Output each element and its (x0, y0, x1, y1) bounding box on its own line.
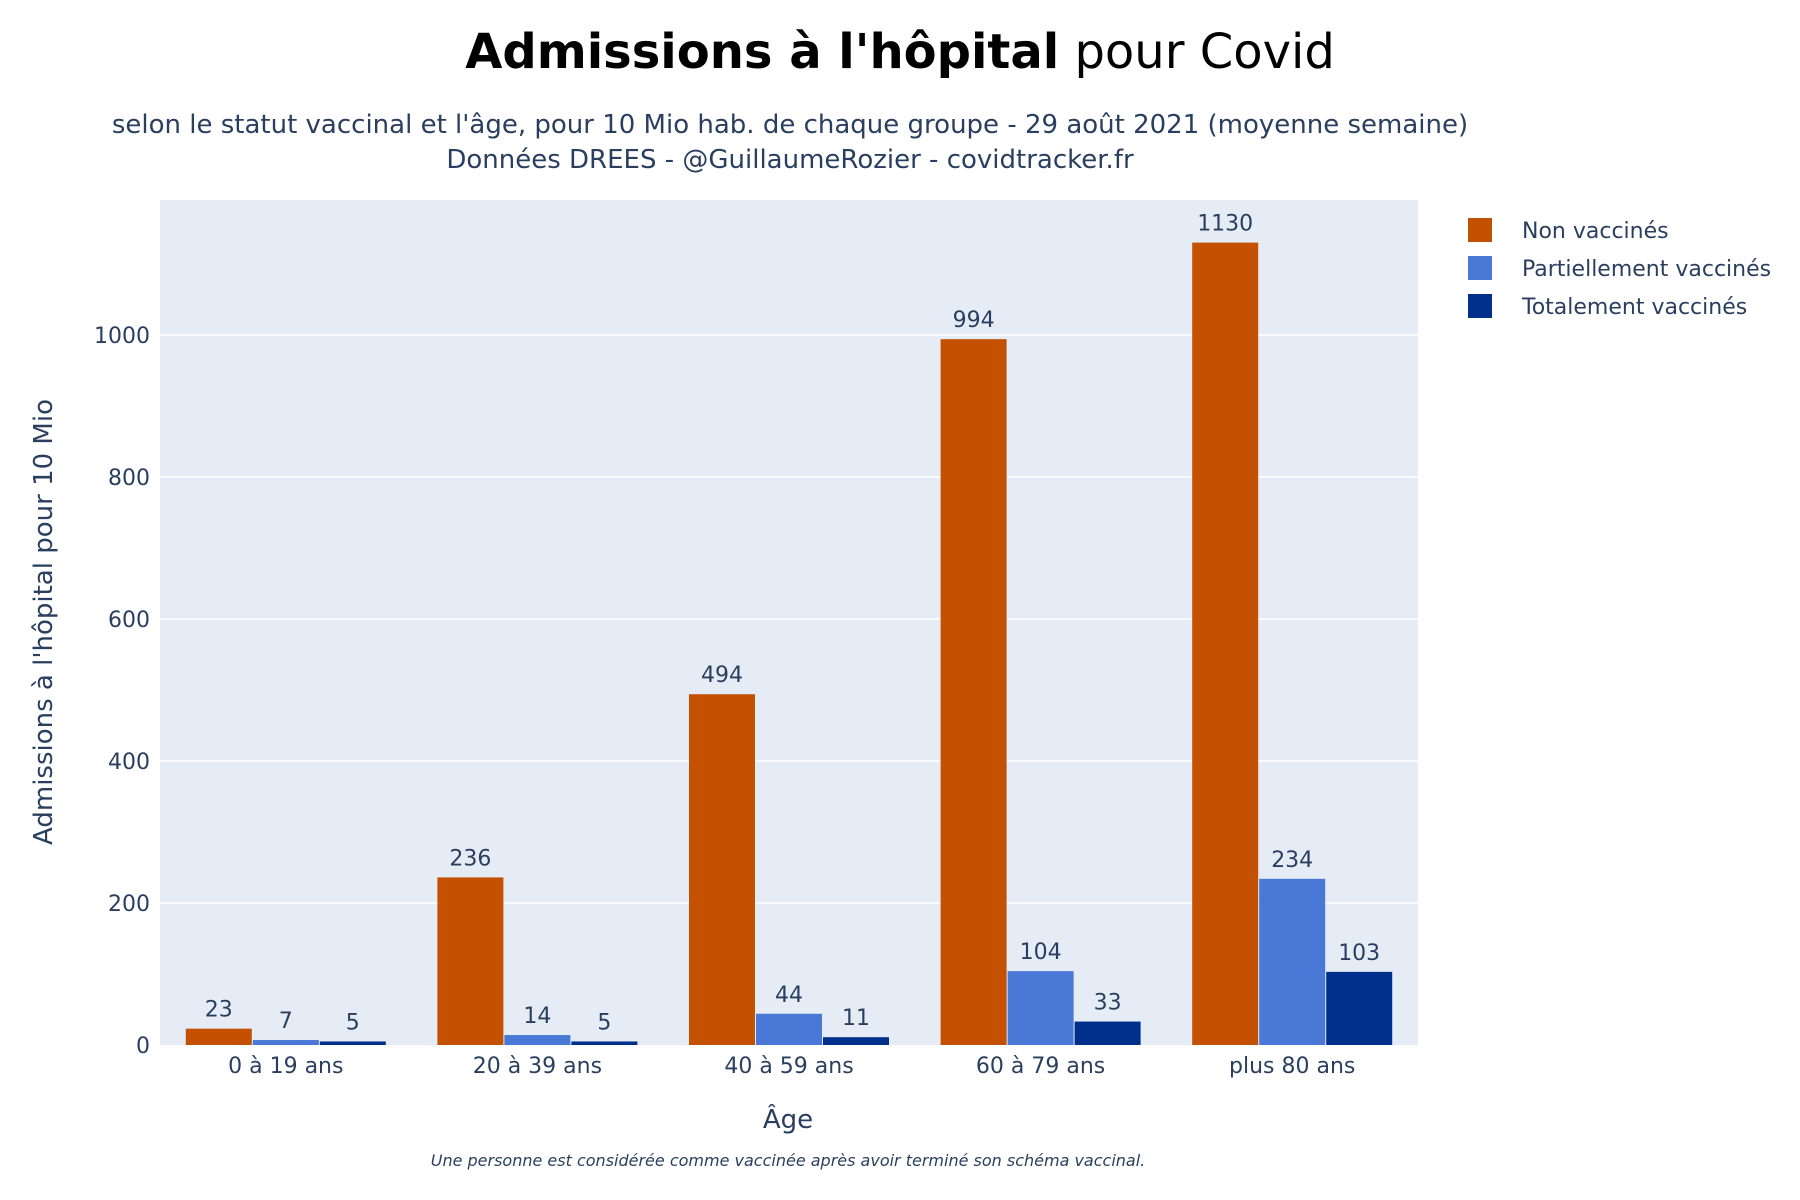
legend-swatch (1468, 256, 1492, 280)
bar (689, 694, 755, 1045)
bar (504, 1035, 571, 1045)
x-axis-title: Âge (763, 1103, 813, 1135)
x-tick-label: 40 à 59 ans (724, 1054, 853, 1079)
bar-value-label: 104 (1020, 940, 1062, 965)
legend-label: Partiellement vaccinés (1522, 257, 1771, 282)
bar (940, 339, 1007, 1045)
svg-text:Admissions à l'hôpital pour Co: Admissions à l'hôpital pour Covid (465, 24, 1335, 80)
y-tick-label: 0 (136, 1034, 150, 1059)
footnote: Une personne est considérée comme vaccin… (431, 1151, 1146, 1170)
x-tick-label: 0 à 19 ans (228, 1054, 343, 1079)
legend: Non vaccinés Partiellement vaccinés Totale… (1468, 218, 1771, 320)
bar-value-label: 994 (953, 308, 995, 333)
bar (252, 1040, 319, 1045)
bar-value-label: 14 (523, 1004, 551, 1029)
bar-value-label: 7 (279, 1009, 293, 1034)
bar (823, 1037, 889, 1045)
bar (1326, 971, 1393, 1045)
x-axis: 0 à 19 ans 20 à 39 ans 40 à 59 ans 60 à 79 … (228, 1054, 1355, 1079)
bar (756, 1013, 822, 1045)
chart-title: Admissions à l'hôpital pour Covid (465, 24, 1335, 80)
bar (1259, 878, 1326, 1045)
bar (1192, 242, 1259, 1045)
bar (185, 1028, 252, 1045)
bar (437, 877, 504, 1045)
bar-value-label: 11 (842, 1006, 870, 1031)
y-tick-label: 200 (108, 892, 150, 917)
chart-subtitle-line2: Données DREES - @GuillaumeRozier - covid… (446, 145, 1134, 175)
data-labels: 23 7 5 236 14 5 494 44 11 994 104 33 1130 234 103 (205, 212, 1380, 1036)
legend-label: Non vaccinés (1522, 219, 1669, 244)
legend-swatch (1468, 218, 1492, 242)
bar-value-label: 33 (1094, 991, 1122, 1016)
bar-value-label: 236 (449, 846, 491, 871)
x-tick-label: 20 à 39 ans (473, 1054, 602, 1079)
bar-value-label: 23 (205, 998, 233, 1023)
y-tick-label: 800 (108, 466, 150, 491)
bars (185, 242, 1393, 1045)
legend-label: Totalement vaccinés (1521, 295, 1747, 320)
bar-value-label: 103 (1338, 941, 1380, 966)
y-tick-label: 600 (108, 608, 150, 633)
x-tick-label: plus 80 ans (1229, 1054, 1355, 1079)
legend-swatch (1468, 294, 1492, 318)
bar-value-label: 5 (346, 1010, 360, 1035)
y-axis-title: Admissions à l'hôpital pour 10 Mio (29, 399, 59, 845)
bar-value-label: 5 (597, 1010, 611, 1035)
bar (319, 1041, 386, 1045)
bar (571, 1041, 638, 1045)
bar-value-label: 234 (1271, 848, 1313, 873)
bar (1074, 1021, 1141, 1045)
bar-value-label: 494 (701, 663, 743, 688)
x-tick-label: 60 à 79 ans (976, 1054, 1105, 1079)
chart-subtitle-line1: selon le statut vaccinal et l'âge, pour … (112, 110, 1468, 140)
title-rest-part: pour Covid (1059, 24, 1335, 80)
bar-value-label: 44 (775, 983, 803, 1008)
y-tick-label: 400 (108, 750, 150, 775)
bar-value-label: 1130 (1197, 212, 1253, 237)
title-bold-part: Admissions à l'hôpital (465, 24, 1059, 80)
bar (1007, 971, 1074, 1045)
y-axis: 0 200 400 600 800 1000 (94, 324, 150, 1059)
y-tick-label: 1000 (94, 324, 150, 349)
